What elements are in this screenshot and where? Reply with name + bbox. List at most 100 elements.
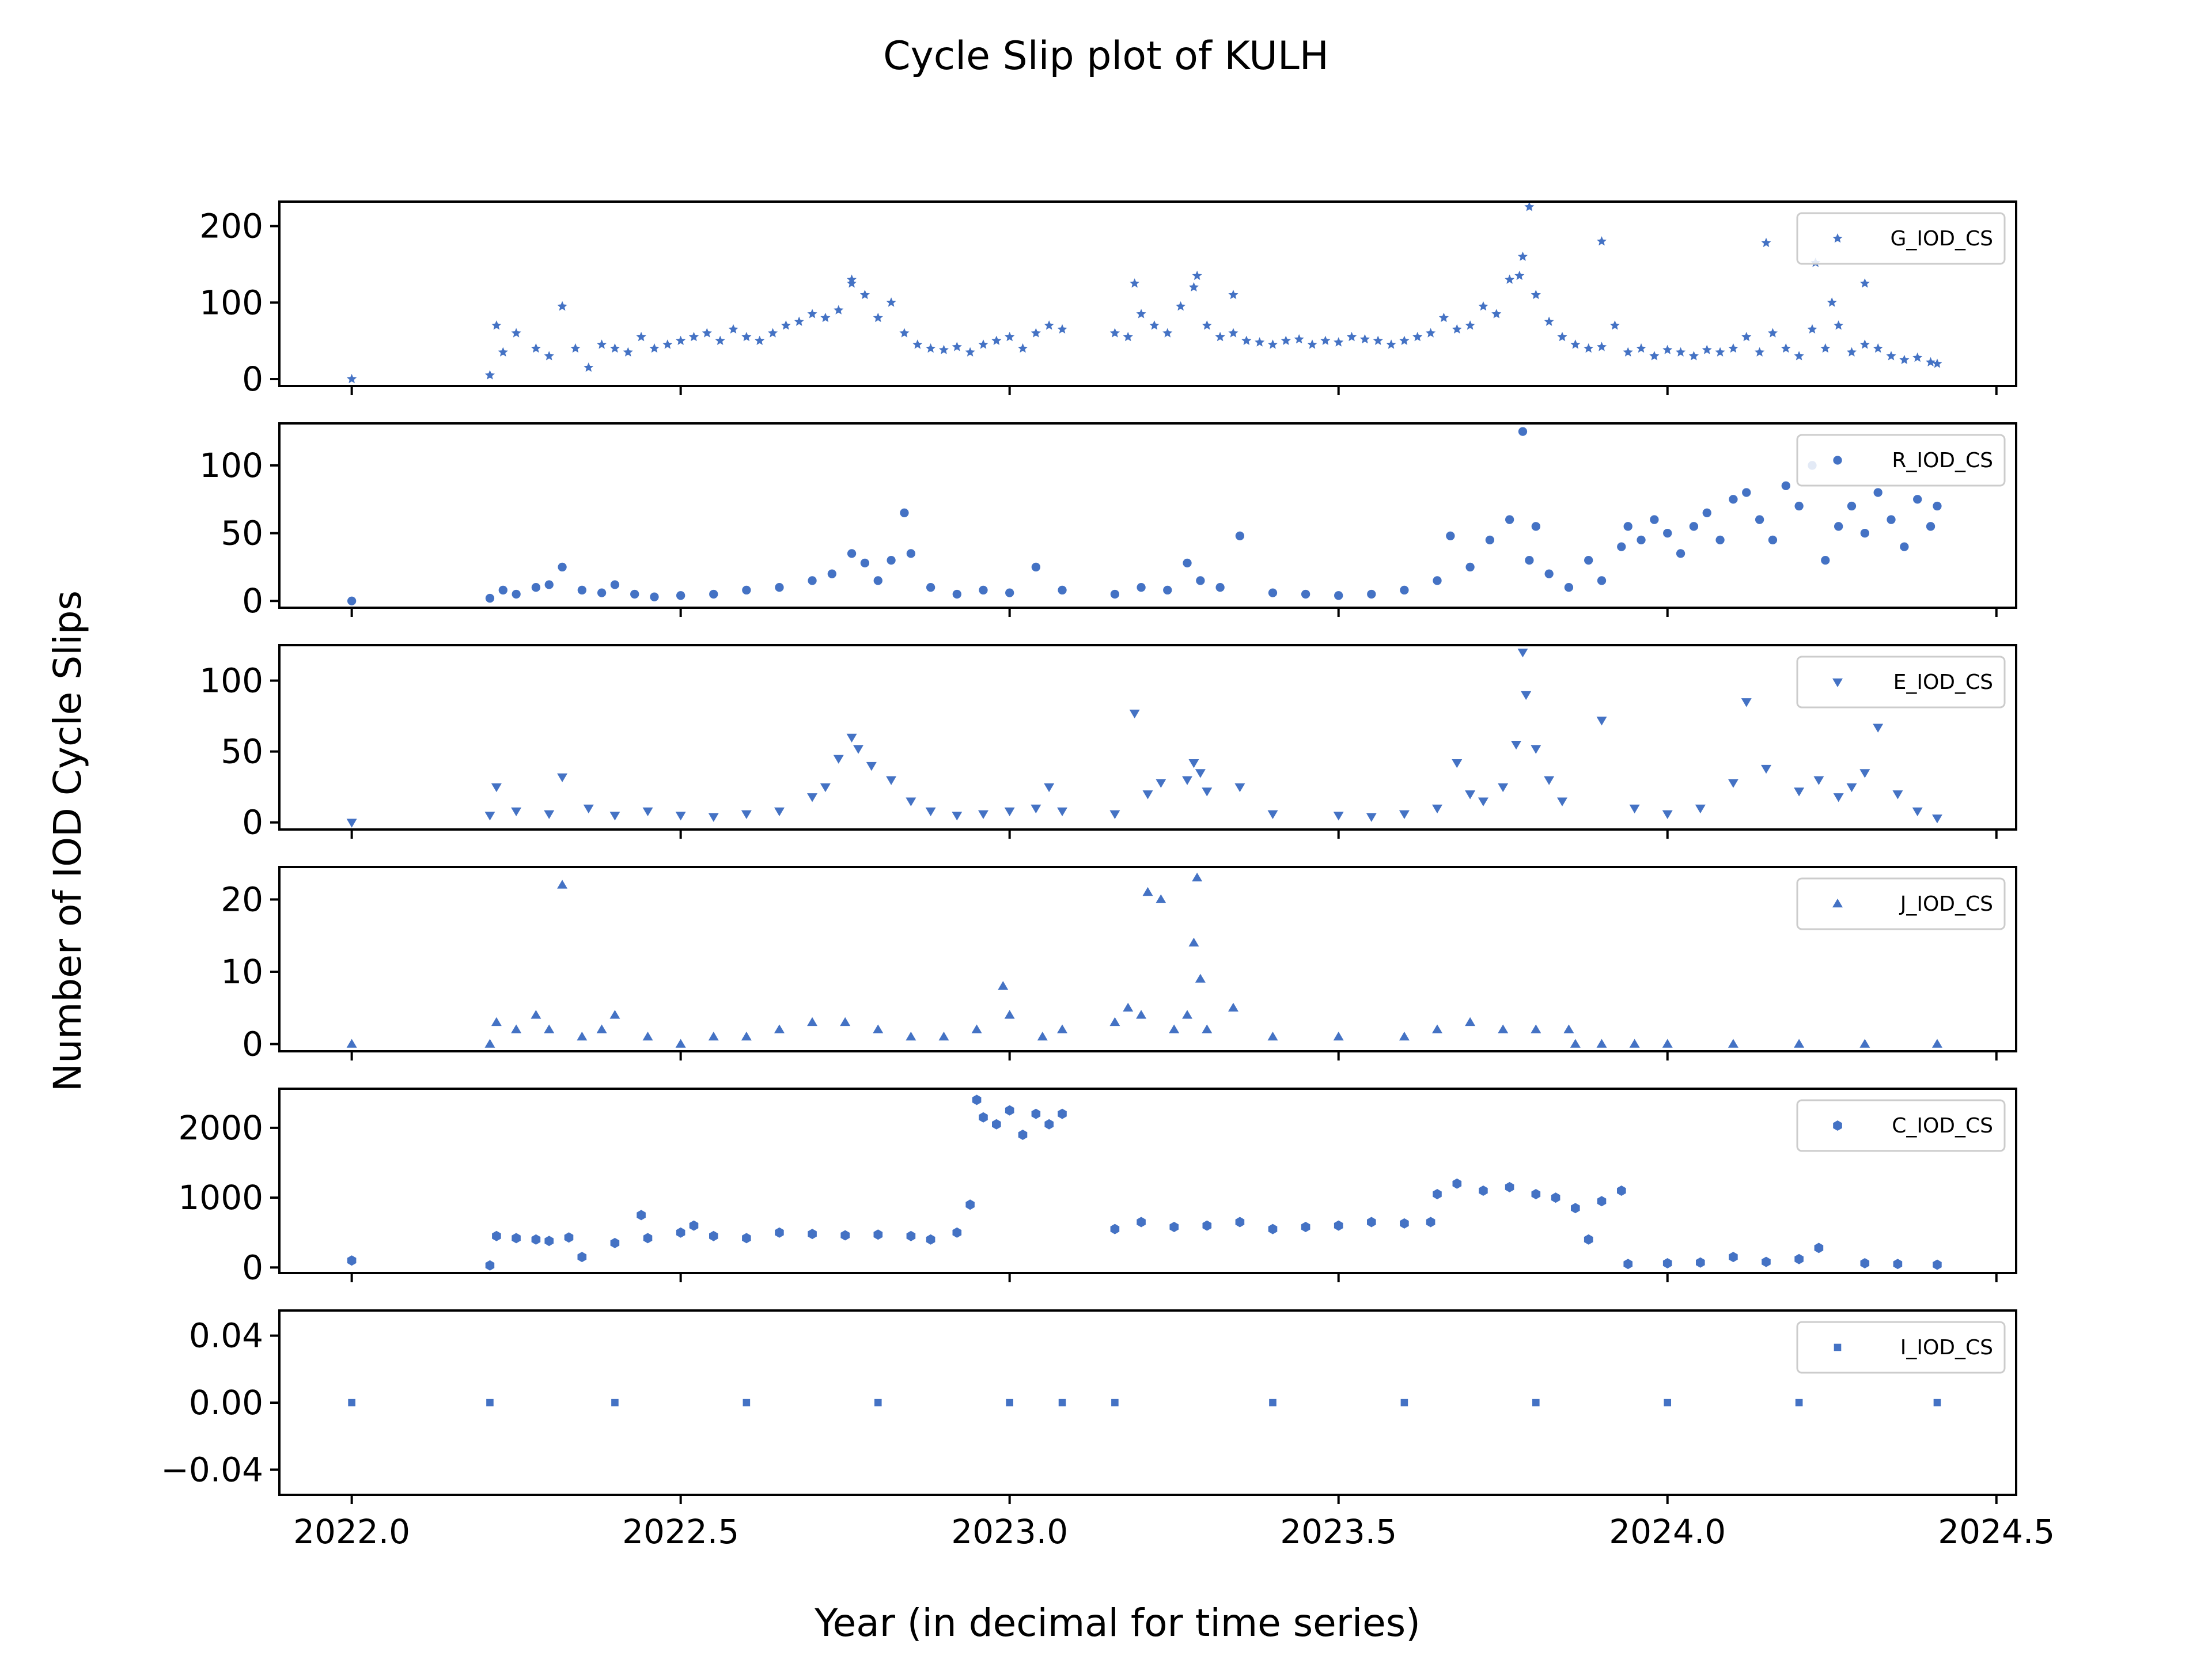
- data-point: [1531, 745, 1541, 754]
- data-point: [846, 733, 857, 743]
- x-tick-label: 2023.5: [1280, 1512, 1397, 1551]
- data-point: [1058, 1399, 1066, 1407]
- data-point: [873, 312, 883, 323]
- data-point: [874, 1399, 882, 1407]
- data-point: [1629, 804, 1640, 814]
- data-point: [1269, 1399, 1277, 1407]
- data-point: [485, 593, 495, 603]
- data-point: [1689, 522, 1699, 531]
- data-point: [1926, 522, 1936, 531]
- data-point: [1400, 1218, 1409, 1229]
- data-point: [1399, 335, 1410, 345]
- data-point: [1057, 807, 1068, 816]
- data-point: [1517, 649, 1528, 658]
- legend: J_IOD_CS: [1796, 877, 2006, 930]
- data-point: [584, 362, 594, 372]
- legend: C_IOD_CS: [1796, 1099, 2006, 1152]
- data-point: [346, 1039, 357, 1048]
- x-axis-label: Year (in decimal for time series): [814, 1601, 1421, 1645]
- data-point: [1400, 1399, 1408, 1407]
- legend-marker: [1833, 1120, 1842, 1131]
- data-point: [887, 555, 896, 565]
- data-point: [623, 347, 633, 357]
- data-point: [820, 312, 831, 323]
- data-point: [781, 320, 791, 330]
- data-point: [1123, 332, 1133, 342]
- data-point: [1235, 1217, 1245, 1228]
- data-point: [1452, 759, 1463, 768]
- data-point: [1762, 1256, 1771, 1267]
- legend-marker: [1833, 456, 1842, 465]
- figure-title: Cycle Slip plot of KULH: [883, 33, 1329, 79]
- data-point: [1142, 887, 1153, 896]
- axes-frame: [278, 1309, 2017, 1496]
- data-point: [1367, 1217, 1376, 1228]
- data-point: [952, 342, 962, 351]
- data-point: [1781, 343, 1791, 353]
- data-point: [1729, 1252, 1738, 1263]
- data-point: [1544, 569, 1554, 578]
- data-point: [912, 339, 923, 349]
- data-point: [965, 1199, 975, 1210]
- data-point: [1807, 324, 1817, 334]
- data-point: [840, 1017, 851, 1027]
- y-tick-label: −0.04: [161, 1450, 263, 1489]
- data-point: [1859, 339, 1870, 349]
- subplot-R_IOD_CS: 0 50 100 R_IOD_CS: [199, 422, 2017, 620]
- series-E_IOD_CS: [346, 649, 1942, 828]
- data-point: [531, 343, 541, 353]
- data-point: [1202, 1024, 1213, 1033]
- data-point: [708, 813, 719, 822]
- data-point: [1795, 1399, 1803, 1407]
- data-point: [610, 580, 620, 589]
- data-point: [840, 1230, 850, 1241]
- data-point: [807, 309, 817, 319]
- data-point: [1597, 1196, 1607, 1207]
- legend-marker: [1832, 678, 1843, 687]
- data-point: [859, 290, 870, 300]
- subplot-I_IOD_CS: −0.04 0.00 0.04 2022.0 2022.5 2023.0 2023.5 202…: [161, 1309, 2055, 1551]
- data-point: [676, 1227, 685, 1238]
- data-point: [1662, 1258, 1672, 1268]
- y-tick-label: 20: [221, 880, 263, 919]
- y-tick-label: 200: [199, 206, 263, 245]
- data-point: [1702, 508, 1711, 517]
- data-point: [1570, 1039, 1581, 1048]
- data-point: [1664, 1399, 1672, 1407]
- data-point: [1057, 1024, 1068, 1033]
- data-point: [676, 591, 685, 600]
- x-tick-label: 2022.0: [293, 1512, 410, 1551]
- data-point: [1465, 562, 1475, 572]
- legend-box: [1796, 877, 2006, 930]
- data-point: [1058, 585, 1067, 595]
- data-point: [1781, 481, 1790, 490]
- data-point: [1478, 797, 1488, 806]
- data-point: [808, 576, 817, 585]
- data-point: [1931, 1039, 1942, 1048]
- data-point: [1912, 352, 1923, 362]
- data-point: [1794, 1253, 1804, 1264]
- data-point: [531, 1234, 541, 1245]
- data-point: [1367, 589, 1376, 599]
- data-point: [1110, 589, 1120, 599]
- data-point: [1873, 488, 1883, 497]
- data-point: [1597, 576, 1607, 585]
- data-point: [728, 324, 738, 334]
- x-tick-label: 2024.0: [1609, 1512, 1726, 1551]
- data-point: [1347, 332, 1357, 342]
- data-point: [978, 810, 988, 819]
- data-point: [484, 370, 495, 380]
- data-point: [1268, 588, 1278, 597]
- data-point: [630, 589, 639, 599]
- data-point: [1761, 764, 1772, 774]
- data-point: [1728, 343, 1738, 353]
- data-point: [1235, 531, 1245, 540]
- data-point: [1109, 810, 1120, 819]
- data-point: [544, 810, 555, 819]
- data-point: [676, 335, 686, 345]
- data-point: [1834, 320, 1844, 330]
- data-point: [491, 783, 502, 793]
- data-point: [642, 1031, 653, 1041]
- data-point: [1498, 783, 1509, 793]
